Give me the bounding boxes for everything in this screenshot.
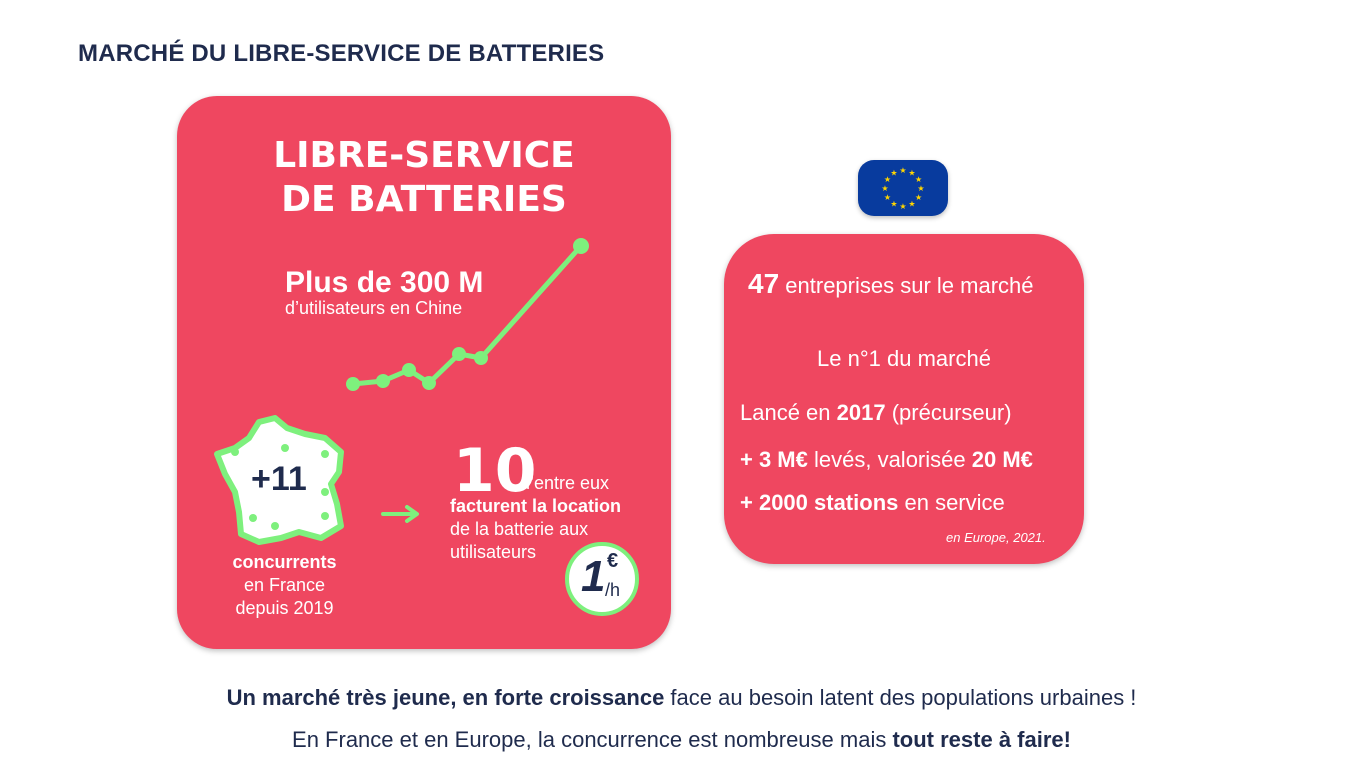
source-note: en Europe, 2021. <box>946 530 1046 545</box>
footer-line1: Un marché très jeune, en forte croissanc… <box>0 685 1363 711</box>
ten-line1: d’entre eux <box>520 473 610 493</box>
ten-line3: de la batterie aux <box>450 519 589 539</box>
svg-text:★: ★ <box>917 184 924 193</box>
stations-suffix: en service <box>898 490 1005 515</box>
price-value: 1 <box>581 552 606 601</box>
funding-valuation: 20 M€ <box>971 447 1033 472</box>
svg-text:★: ★ <box>881 184 888 193</box>
card-title-line1: LIBRE-SERVICE <box>273 135 575 176</box>
competitors-country: en France <box>243 575 326 595</box>
right-card: 47 entreprises sur le marché Le n°1 du m… <box>724 234 1084 564</box>
ten-line2: facturent la location <box>450 496 622 516</box>
svg-text:★: ★ <box>884 193 891 202</box>
stat-sub: d’utilisateurs en Chine <box>285 298 463 318</box>
funding-mid: levés, valorisée <box>807 447 972 472</box>
footer-line2-text: En France et en Europe, la concurrence e… <box>292 727 893 752</box>
svg-text:★: ★ <box>890 168 897 177</box>
france-map-icon <box>214 415 344 545</box>
launch-year: 2017 <box>836 400 886 425</box>
stations-count: + 2000 stations <box>740 490 899 515</box>
launch-prefix: Lancé en <box>740 400 837 425</box>
stations-line: + 2000 stations en service <box>740 490 1005 516</box>
launch-line: Lancé en 2017 (précurseur) <box>740 400 1012 426</box>
svg-text:★: ★ <box>915 175 922 184</box>
eu-flag-icon: ★ ★ ★ ★ ★ ★ ★ ★ ★ ★ ★ ★ <box>858 160 948 216</box>
ten-number: 10 <box>453 436 537 506</box>
svg-text:★: ★ <box>908 168 915 177</box>
page-title: MARCHÉ DU LIBRE-SERVICE DE BATTERIES <box>78 40 605 67</box>
leader-line: Le n°1 du marché <box>817 346 991 371</box>
price-currency: € <box>607 550 619 572</box>
svg-text:★: ★ <box>884 175 891 184</box>
price-coin: 1 € /h <box>565 542 639 616</box>
footer-line2-bold: tout reste à faire! <box>892 727 1071 752</box>
companies-line: 47 entreprises sur le marché <box>748 268 1034 300</box>
svg-text:★: ★ <box>908 200 915 209</box>
left-card: LIBRE-SERVICE DE BATTERIES Plus de 300 M… <box>177 96 671 649</box>
svg-text:★: ★ <box>890 200 897 209</box>
footer-line1-bold: Un marché très jeune, en forte croissanc… <box>226 685 665 710</box>
card-title-line2: DE BATTERIES <box>281 179 567 220</box>
competitors-since: depuis 2019 <box>235 598 334 618</box>
companies-count: 47 <box>748 268 780 299</box>
launch-suffix: (précurseur) <box>885 400 1012 425</box>
competitors-label: concurrents <box>232 552 337 572</box>
footer-line1-rest: face au besoin latent des populations ur… <box>664 685 1137 710</box>
arrow-right-icon <box>381 505 419 523</box>
price-unit: /h <box>605 580 621 600</box>
france-count: +11 <box>251 460 307 498</box>
stat-main: Plus de 300 M <box>285 266 484 299</box>
companies-text: entreprises sur le marché <box>785 273 1034 298</box>
funding-raised: + 3 M€ <box>740 447 808 472</box>
funding-line: + 3 M€ levés, valorisée 20 M€ <box>740 447 1033 473</box>
ten-line4: utilisateurs <box>450 542 537 562</box>
trend-line-icon <box>346 238 589 391</box>
svg-text:★: ★ <box>915 193 922 202</box>
svg-text:★: ★ <box>899 166 906 175</box>
footer-line2: En France et en Europe, la concurrence e… <box>0 727 1363 753</box>
svg-text:★: ★ <box>899 202 906 211</box>
